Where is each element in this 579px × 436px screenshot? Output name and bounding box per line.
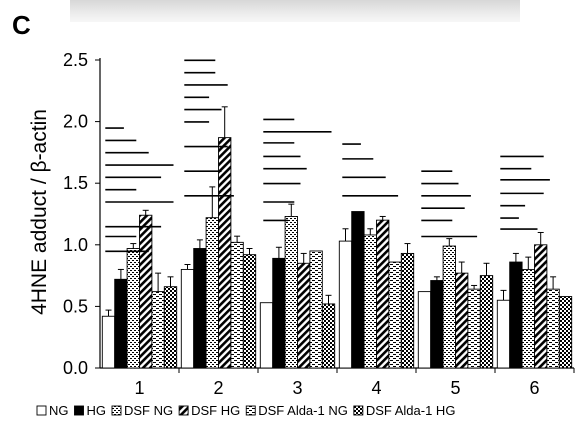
legend-label: DSF HG — [191, 403, 240, 418]
bar — [376, 219, 390, 369]
western-blot-image-strip — [70, 0, 520, 22]
bar — [496, 299, 511, 369]
y-axis-label: 4HNE adduct / β-actin — [28, 109, 51, 315]
significance-lines — [105, 59, 550, 253]
legend-swatch — [178, 405, 189, 416]
panel-label: C — [12, 10, 31, 40]
bar — [230, 241, 244, 369]
bar — [309, 250, 323, 369]
bar — [321, 303, 336, 369]
y-tick-label: 2.5 — [63, 50, 88, 70]
bar — [546, 288, 560, 369]
bar — [509, 261, 523, 369]
y-tick-label: 0.5 — [63, 296, 88, 316]
x-tick-label: 3 — [292, 378, 302, 398]
bar — [558, 296, 573, 369]
bar — [363, 234, 377, 369]
bar — [297, 262, 311, 369]
y-tick-label: 1.5 — [63, 173, 88, 193]
legend-label: DSF Alda-1 NG — [258, 403, 348, 418]
legend-swatch — [245, 405, 256, 416]
x-tick-label: 1 — [134, 378, 144, 398]
bar — [479, 275, 494, 369]
bar — [442, 245, 456, 369]
bar — [242, 254, 257, 369]
bar — [272, 257, 286, 369]
x-tick-label: 2 — [213, 378, 223, 398]
legend-label: DSF NG — [124, 403, 173, 418]
bar — [180, 268, 195, 369]
bar — [114, 278, 128, 369]
legend-label: DSF Alda-1 HG — [366, 403, 456, 418]
legend-swatch — [36, 405, 47, 416]
bar — [455, 272, 469, 369]
y-tick-label: 2.0 — [63, 112, 88, 132]
legend-swatch — [74, 405, 84, 416]
y-axis-label-group: 4HNE adduct / β-actin — [28, 109, 51, 315]
y-tick-label: 0.0 — [63, 358, 88, 378]
y-tick-label: 1.0 — [63, 235, 88, 255]
bar — [351, 211, 365, 369]
bars — [101, 106, 573, 369]
bar — [388, 261, 402, 369]
x-tick-label: 4 — [371, 378, 381, 398]
bar — [430, 280, 444, 369]
bar — [534, 244, 548, 369]
legend: NG HG DSF NG DSF HG DSF Alda-1 NG DSF Alda-1 … — [36, 403, 456, 418]
x-tick-label: 5 — [450, 378, 460, 398]
legend-label: HG — [87, 403, 107, 418]
x-tick-label: 6 — [529, 378, 539, 398]
bar — [417, 291, 432, 369]
bar — [259, 302, 274, 369]
bar — [151, 291, 165, 369]
bar — [284, 216, 298, 369]
legend-swatch — [111, 405, 122, 416]
bar — [467, 288, 481, 369]
bar — [101, 315, 116, 369]
bar — [139, 214, 153, 369]
bar — [338, 240, 353, 369]
bar — [400, 252, 415, 369]
bar — [193, 248, 207, 369]
legend-label: NG — [49, 403, 69, 418]
axes: 0.0 0.5 1.0 1.5 2.0 2.5 1 2 3 4 5 6 — [63, 50, 575, 398]
bar — [163, 286, 178, 369]
bar — [205, 217, 219, 369]
bar — [521, 268, 535, 369]
bar — [126, 248, 140, 369]
legend-swatch — [353, 405, 364, 416]
bar — [218, 137, 232, 369]
